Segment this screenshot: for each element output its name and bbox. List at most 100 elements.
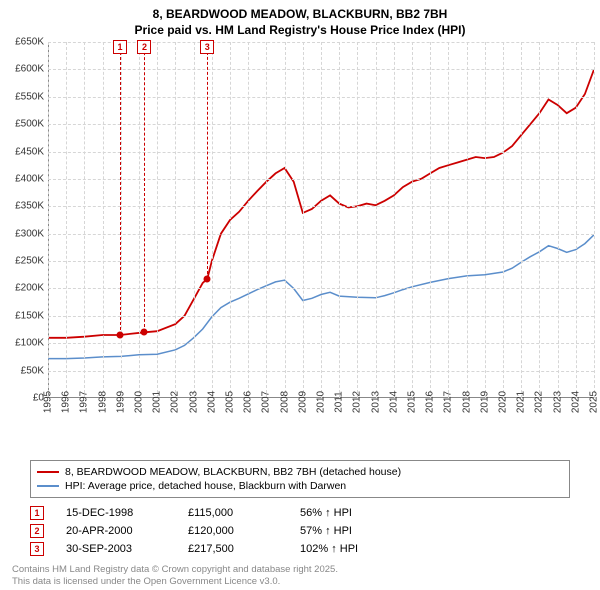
ytick-label: £300K <box>6 228 44 239</box>
ytick-label: £250K <box>6 256 44 267</box>
sale-marker-3: 3 <box>30 542 44 556</box>
legend-label-hpi: HPI: Average price, detached house, Blac… <box>65 480 346 492</box>
xtick-label: 2017 <box>443 391 454 413</box>
footer: Contains HM Land Registry data © Crown c… <box>12 564 588 588</box>
sale-date-2: 20-APR-2000 <box>66 525 166 537</box>
gridline-v <box>467 42 468 398</box>
chart-wrap: 123 £0£50K£100K£150K£200K£250K£300K£350K… <box>6 42 594 430</box>
xtick-label: 2023 <box>552 391 563 413</box>
gridline-v <box>230 42 231 398</box>
title-block: 8, BEARDWOOD MEADOW, BLACKBURN, BB2 7BH … <box>0 0 600 38</box>
gridline-v <box>194 42 195 398</box>
legend-swatch-hpi <box>37 485 59 487</box>
gridline-v <box>357 42 358 398</box>
xtick-label: 2010 <box>316 391 327 413</box>
marker-line-2 <box>144 42 145 332</box>
sale-hpi-1: 56% ↑ HPI <box>300 507 352 519</box>
gridline-v <box>303 42 304 398</box>
xtick-label: 2002 <box>170 391 181 413</box>
gridline-v <box>503 42 504 398</box>
sale-row-2: 2 20-APR-2000 £120,000 57% ↑ HPI <box>30 524 570 538</box>
xtick-label: 2024 <box>570 391 581 413</box>
marker-box-3: 3 <box>200 40 214 54</box>
gridline-v <box>84 42 85 398</box>
ytick-label: £100K <box>6 338 44 349</box>
ytick-label: £150K <box>6 310 44 321</box>
xtick-label: 2015 <box>407 391 418 413</box>
gridline-v <box>212 42 213 398</box>
footer-line2: This data is licensed under the Open Gov… <box>12 576 588 588</box>
xtick-label: 1995 <box>43 391 54 413</box>
xtick-label: 2021 <box>516 391 527 413</box>
sales-block: 1 15-DEC-1998 £115,000 56% ↑ HPI 2 20-AP… <box>30 502 570 560</box>
ytick-label: £650K <box>6 37 44 48</box>
sale-hpi-2: 57% ↑ HPI <box>300 525 352 537</box>
xtick-label: 1999 <box>115 391 126 413</box>
xtick-label: 2022 <box>534 391 545 413</box>
sale-date-3: 30-SEP-2003 <box>66 543 166 555</box>
gridline-v <box>376 42 377 398</box>
gridline-v <box>339 42 340 398</box>
legend-swatch-property <box>37 471 59 473</box>
ytick-label: £350K <box>6 201 44 212</box>
sale-row-3: 3 30-SEP-2003 £217,500 102% ↑ HPI <box>30 542 570 556</box>
gridline-v <box>175 42 176 398</box>
gridline-v <box>521 42 522 398</box>
sale-row-1: 1 15-DEC-1998 £115,000 56% ↑ HPI <box>30 506 570 520</box>
marker-dot-1 <box>117 332 124 339</box>
xtick-label: 2018 <box>461 391 472 413</box>
gridline-v <box>485 42 486 398</box>
xtick-label: 1998 <box>97 391 108 413</box>
gridline-v <box>66 42 67 398</box>
xtick-label: 2008 <box>279 391 290 413</box>
gridline-v <box>248 42 249 398</box>
gridline-v <box>266 42 267 398</box>
marker-box-1: 1 <box>113 40 127 54</box>
gridline-v <box>448 42 449 398</box>
plot-area: 12 3 <box>48 42 594 398</box>
gridline-v <box>103 42 104 398</box>
xtick-label: 2000 <box>134 391 145 413</box>
gridline-v <box>539 42 540 398</box>
marker-line-1 <box>120 42 121 335</box>
gridline-v <box>139 42 140 398</box>
chart-container: 8, BEARDWOOD MEADOW, BLACKBURN, BB2 7BH … <box>0 0 600 590</box>
gridline-v <box>412 42 413 398</box>
legend-row-hpi: HPI: Average price, detached house, Blac… <box>37 479 563 493</box>
gridline-v <box>430 42 431 398</box>
xtick-label: 2019 <box>479 391 490 413</box>
gridline-v <box>48 42 49 398</box>
sale-hpi-3: 102% ↑ HPI <box>300 543 358 555</box>
xtick-label: 2004 <box>206 391 217 413</box>
gridline-v <box>576 42 577 398</box>
sale-marker-1: 1 <box>30 506 44 520</box>
xtick-label: 2007 <box>261 391 272 413</box>
legend: 8, BEARDWOOD MEADOW, BLACKBURN, BB2 7BH … <box>30 460 570 498</box>
marker-line-3 <box>207 42 208 279</box>
sale-price-3: £217,500 <box>188 543 278 555</box>
xtick-label: 2014 <box>388 391 399 413</box>
gridline-v <box>594 42 595 398</box>
xtick-label: 2001 <box>152 391 163 413</box>
marker-box-2: 2 <box>137 40 151 54</box>
sale-date-1: 15-DEC-1998 <box>66 507 166 519</box>
ytick-label: £50K <box>6 365 44 376</box>
xtick-label: 2016 <box>425 391 436 413</box>
ytick-label: £450K <box>6 146 44 157</box>
ytick-label: £500K <box>6 119 44 130</box>
xtick-label: 2020 <box>498 391 509 413</box>
gridline-v <box>285 42 286 398</box>
ytick-label: £550K <box>6 91 44 102</box>
footer-line1: Contains HM Land Registry data © Crown c… <box>12 564 588 576</box>
marker-dot-2 <box>141 329 148 336</box>
gridline-v <box>157 42 158 398</box>
xtick-label: 2006 <box>243 391 254 413</box>
ytick-label: £600K <box>6 64 44 75</box>
title-line1: 8, BEARDWOOD MEADOW, BLACKBURN, BB2 7BH <box>0 6 600 22</box>
ytick-label: £200K <box>6 283 44 294</box>
legend-label-property: 8, BEARDWOOD MEADOW, BLACKBURN, BB2 7BH … <box>65 466 401 478</box>
xtick-label: 2009 <box>297 391 308 413</box>
xtick-label: 2011 <box>334 391 345 413</box>
xtick-label: 1997 <box>79 391 90 413</box>
gridline-v <box>321 42 322 398</box>
